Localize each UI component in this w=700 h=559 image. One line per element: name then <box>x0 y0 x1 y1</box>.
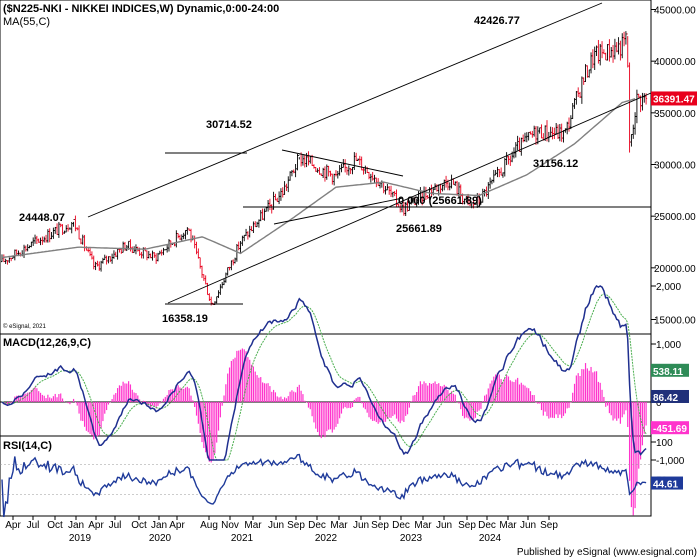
published-footer: Published by eSignal (www.esignal.com) <box>517 547 697 558</box>
x-tick-label: Dec <box>308 520 326 531</box>
price-y-tick-label: 35000.00 <box>654 109 696 120</box>
price-annotation: 25661.89 <box>396 223 442 235</box>
x-year-label: 2022 <box>315 533 338 544</box>
x-tick-label: Nov <box>221 520 239 531</box>
price-annotation: 16358.19 <box>162 313 208 325</box>
x-tick-label: Apr <box>5 520 21 531</box>
x-tick-label: Jul <box>27 520 40 531</box>
x-tick-label: Jan <box>68 520 84 531</box>
price-annotation: 24448.07 <box>19 212 65 224</box>
price-y-tick-label: 40000.00 <box>654 57 696 68</box>
x-tick-label: Apr <box>169 520 185 531</box>
macd-legend: MACD(12,26,9,C) <box>3 337 91 349</box>
x-tick-label: Sep <box>287 520 305 531</box>
macd-value-badge <box>651 421 689 435</box>
macd-y-tick-label: -1,000 <box>656 456 685 467</box>
x-tick-label: Sep <box>540 520 558 531</box>
price-y-tick-label: 20000.00 <box>654 264 696 275</box>
rsi-value-badge <box>651 476 683 490</box>
x-year-label: 2021 <box>231 533 254 544</box>
x-tick-label: Mar <box>414 520 432 531</box>
x-year-label: 2024 <box>479 533 502 544</box>
x-tick-label: Jul <box>109 520 122 531</box>
x-tick-label: Jun <box>520 520 536 531</box>
x-tick-label: Jun <box>436 520 452 531</box>
ma-legend: MA(55,C) <box>3 16 50 28</box>
x-tick-label: Mar <box>330 520 348 531</box>
price-panel <box>0 0 652 335</box>
macd-value-badge <box>651 389 689 403</box>
x-year-label: 2023 <box>400 533 423 544</box>
x-tick-label: Dec <box>478 520 496 531</box>
macd-line <box>1 285 647 461</box>
last-price-badge <box>651 91 697 106</box>
price-annotation: 0.000 (25661.89) <box>398 195 482 207</box>
macd-value-badge <box>651 363 689 377</box>
price-y-tick-label: 25000.00 <box>654 212 696 223</box>
rsi-legend: RSI(14,C) <box>3 440 52 452</box>
channel-upper-line <box>87 2 603 218</box>
price-annotation: 31156.12 <box>533 158 578 170</box>
rsi-value-label: 44.61 <box>653 480 678 491</box>
price-y-tick-label: 30000.00 <box>654 161 696 172</box>
x-tick-label: Sep <box>458 520 476 531</box>
copyright-text: © eSignal, 2021 <box>3 323 46 330</box>
triangle-upper-line <box>281 149 404 177</box>
price-y-tick-label: 15000.00 <box>654 316 696 327</box>
macd-y-tick-label: 2,000 <box>656 282 681 293</box>
macd-y-tick-label: 0 <box>656 398 662 409</box>
rsi-y-tick-label: 100 <box>656 438 673 449</box>
x-tick-label: Jan <box>151 520 167 531</box>
macd-y-tick-label: 1,000 <box>656 340 681 351</box>
last-price-label: 36391.47 <box>653 94 695 105</box>
macd-value-label: 86.42 <box>653 393 678 404</box>
x-tick-label: Apr <box>88 520 104 531</box>
price-y-tick-label: 45000.00 <box>654 6 696 17</box>
price-annotation: 42426.77 <box>474 15 520 27</box>
triangle-lower-line <box>273 197 404 225</box>
chart-title: ($N225-NKI - NIKKEI INDICES,W) Dynamic,0… <box>3 3 279 15</box>
x-tick-label: Mar <box>499 520 517 531</box>
x-tick-label: Sep <box>371 520 389 531</box>
x-year-label: 2019 <box>69 533 92 544</box>
ma-55-line <box>1 98 636 259</box>
x-tick-label: Oct <box>47 520 63 531</box>
x-tick-label: Dec <box>392 520 410 531</box>
x-tick-label: Aug <box>200 520 218 531</box>
x-year-label: 2020 <box>149 533 172 544</box>
x-tick-label: Jun <box>353 520 369 531</box>
macd-value-label: -451.69 <box>653 424 687 435</box>
channel-lower-line <box>167 92 652 304</box>
x-tick-label: Mar <box>244 520 262 531</box>
price-annotation: 30714.52 <box>206 119 252 131</box>
rsi-line <box>1 453 647 518</box>
x-tick-label: Oct <box>131 520 147 531</box>
macd-value-label: 538.11 <box>653 367 683 378</box>
x-tick-label: Jun <box>268 520 284 531</box>
